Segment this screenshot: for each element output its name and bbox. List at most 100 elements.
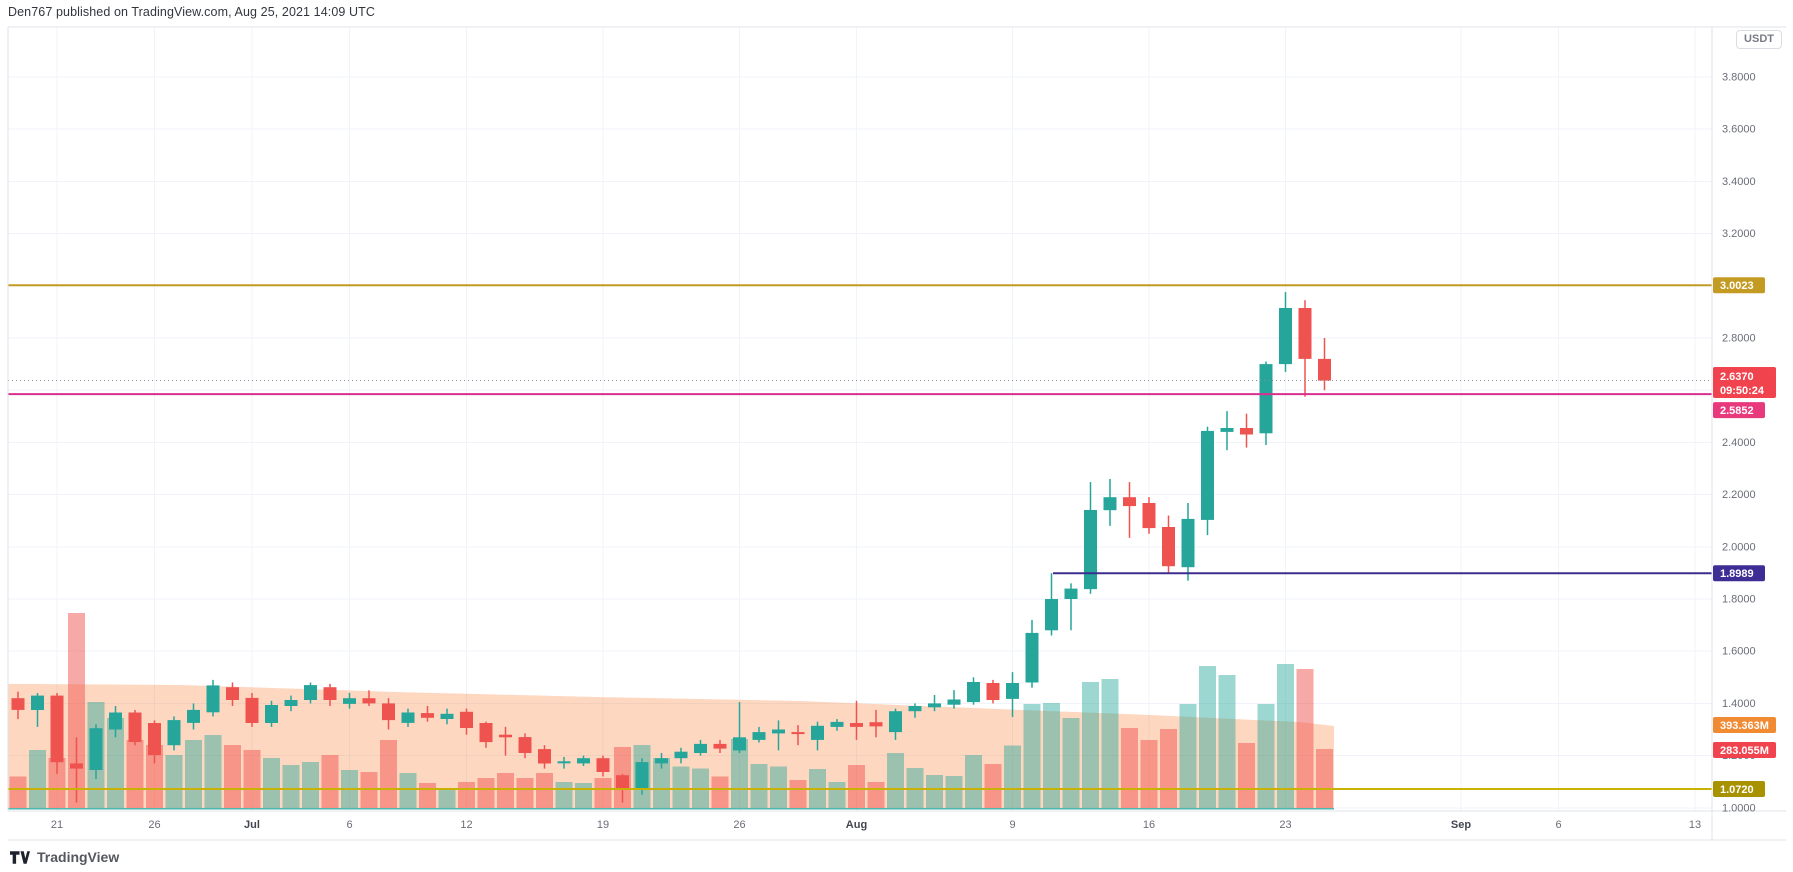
volume-bar[interactable] bbox=[1043, 703, 1060, 808]
candle[interactable] bbox=[31, 693, 44, 727]
volume-bar[interactable] bbox=[770, 766, 787, 808]
candle[interactable] bbox=[11, 691, 25, 720]
volume-bar[interactable] bbox=[945, 776, 963, 808]
volume-bar[interactable] bbox=[146, 745, 163, 808]
candle[interactable] bbox=[128, 709, 142, 746]
volume-bar[interactable] bbox=[887, 753, 904, 808]
candle[interactable] bbox=[1201, 426, 1214, 536]
candle[interactable] bbox=[1142, 497, 1156, 534]
candle[interactable] bbox=[1298, 300, 1312, 397]
volume-bar[interactable] bbox=[165, 755, 183, 808]
volume-bar[interactable] bbox=[107, 717, 124, 808]
candle[interactable] bbox=[967, 677, 980, 705]
volume-bar[interactable] bbox=[1062, 717, 1080, 808]
candle[interactable] bbox=[245, 693, 259, 727]
volume-bar[interactable] bbox=[29, 750, 46, 808]
volume-bar[interactable] bbox=[497, 773, 514, 808]
candle[interactable] bbox=[752, 726, 766, 743]
volume-bar[interactable] bbox=[516, 778, 534, 808]
candle[interactable] bbox=[772, 720, 785, 751]
candle[interactable] bbox=[1045, 573, 1058, 636]
candle[interactable] bbox=[323, 683, 337, 706]
volume-bar[interactable] bbox=[965, 755, 982, 808]
volume-bar[interactable] bbox=[653, 758, 670, 808]
candle[interactable] bbox=[986, 679, 1000, 704]
candle[interactable] bbox=[1006, 672, 1019, 717]
volume-bar[interactable] bbox=[1023, 703, 1041, 809]
candle[interactable] bbox=[460, 708, 473, 735]
tradingview-logo[interactable]: TradingView bbox=[10, 849, 119, 865]
candle[interactable] bbox=[928, 695, 941, 712]
candle[interactable] bbox=[694, 739, 707, 756]
volume-bar[interactable] bbox=[126, 740, 144, 808]
price-scale[interactable] bbox=[1712, 27, 1793, 811]
candle[interactable] bbox=[596, 755, 610, 777]
candle[interactable] bbox=[1279, 292, 1292, 372]
candle[interactable] bbox=[70, 737, 83, 803]
candle[interactable] bbox=[1220, 411, 1234, 451]
candle[interactable] bbox=[1259, 361, 1273, 446]
candle[interactable] bbox=[1025, 619, 1039, 688]
volume-bar[interactable] bbox=[321, 755, 339, 808]
candle[interactable] bbox=[518, 733, 532, 759]
candle[interactable] bbox=[265, 700, 278, 727]
currency-toggle-button[interactable]: USDT bbox=[1736, 30, 1782, 49]
candle[interactable] bbox=[791, 725, 805, 746]
candle[interactable] bbox=[362, 690, 376, 706]
volume-bar[interactable] bbox=[458, 781, 475, 808]
volume-bar[interactable] bbox=[828, 781, 846, 808]
candle[interactable] bbox=[226, 682, 239, 707]
volume-bar[interactable] bbox=[984, 764, 1002, 808]
candle[interactable] bbox=[401, 708, 415, 727]
candle[interactable] bbox=[343, 693, 356, 709]
volume-bar[interactable] bbox=[1218, 675, 1236, 808]
volume-bar[interactable] bbox=[1160, 729, 1177, 808]
candle[interactable] bbox=[557, 756, 571, 769]
volume-bar[interactable] bbox=[68, 613, 85, 808]
candle[interactable] bbox=[479, 721, 493, 748]
volume-bar[interactable] bbox=[380, 740, 397, 808]
candle[interactable] bbox=[499, 726, 512, 756]
volume-bar[interactable] bbox=[419, 783, 436, 808]
volume-bar[interactable] bbox=[536, 773, 553, 808]
candle[interactable] bbox=[889, 708, 902, 740]
volume-bar[interactable] bbox=[1238, 742, 1255, 808]
volume-bar[interactable] bbox=[1140, 740, 1158, 808]
candle[interactable] bbox=[1162, 515, 1175, 573]
volume-bar[interactable] bbox=[848, 765, 865, 808]
volume-bar[interactable] bbox=[1316, 749, 1333, 808]
volume-bar[interactable] bbox=[1179, 704, 1197, 808]
volume-bar[interactable] bbox=[224, 745, 241, 808]
candle[interactable] bbox=[811, 721, 824, 751]
volume-bar[interactable] bbox=[1004, 745, 1021, 809]
candle[interactable] bbox=[577, 755, 590, 766]
volume-bar[interactable] bbox=[555, 781, 573, 808]
candle[interactable] bbox=[1181, 503, 1195, 581]
candle[interactable] bbox=[1103, 478, 1117, 526]
volume-bar[interactable] bbox=[399, 773, 417, 808]
volume-bar[interactable] bbox=[438, 788, 456, 808]
candle[interactable] bbox=[1064, 583, 1078, 631]
candle[interactable] bbox=[206, 679, 220, 717]
candle[interactable] bbox=[1123, 482, 1136, 538]
candle[interactable] bbox=[304, 682, 317, 704]
volume-bar[interactable] bbox=[1082, 682, 1099, 808]
candle[interactable] bbox=[538, 745, 551, 769]
candle[interactable] bbox=[382, 698, 395, 730]
time-scale[interactable] bbox=[8, 811, 1712, 840]
candle[interactable] bbox=[733, 702, 746, 753]
candle[interactable] bbox=[869, 709, 883, 738]
volume-bar[interactable] bbox=[867, 781, 885, 808]
volume-bar[interactable] bbox=[282, 765, 300, 808]
volume-bar[interactable] bbox=[789, 780, 807, 808]
candle[interactable] bbox=[947, 690, 961, 709]
volume-bar[interactable] bbox=[185, 740, 202, 808]
candle[interactable] bbox=[284, 695, 298, 712]
volume-bar[interactable] bbox=[750, 764, 768, 808]
candle[interactable] bbox=[440, 708, 454, 725]
volume-bar[interactable] bbox=[1296, 668, 1314, 808]
volume-bar[interactable] bbox=[243, 750, 261, 808]
volume-bar[interactable] bbox=[1277, 663, 1294, 808]
candle[interactable] bbox=[713, 739, 727, 753]
